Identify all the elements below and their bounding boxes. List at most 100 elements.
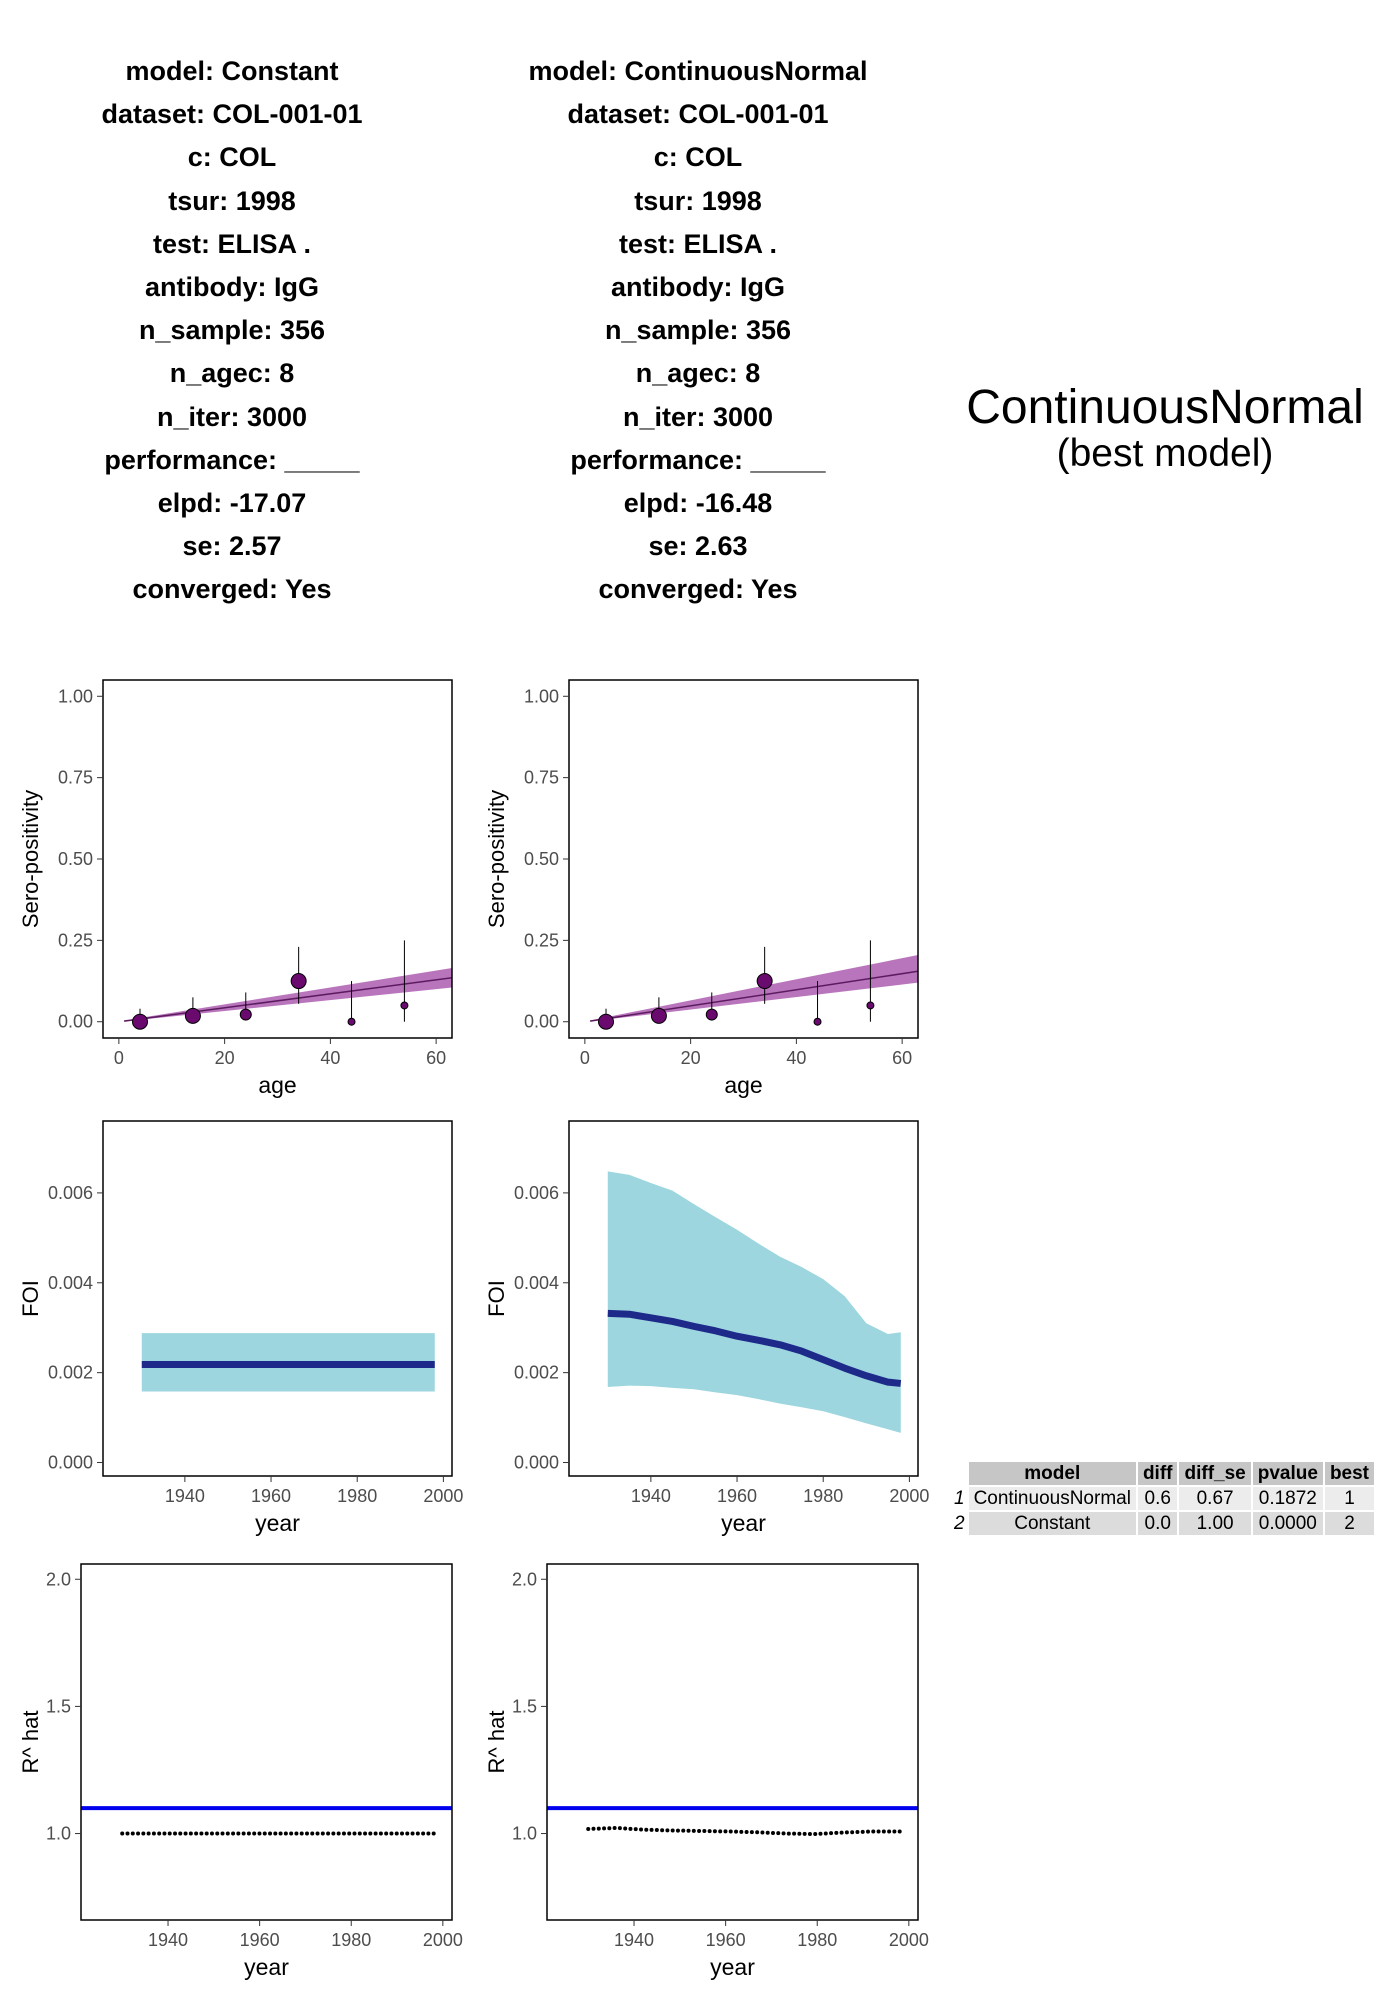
rhat-point: [760, 1830, 765, 1835]
rhat-point: [352, 1831, 357, 1836]
rhat-point: [749, 1830, 754, 1835]
rhat-point: [591, 1826, 596, 1831]
data-point: [400, 1001, 409, 1010]
info-line: elpd: -17.07: [157, 487, 307, 518]
rhat-point: [702, 1829, 707, 1834]
x-tick-label: 2000: [889, 1486, 929, 1506]
data-point: [598, 1013, 615, 1030]
y-tick-label: 0.50: [524, 849, 559, 869]
chart-sero-positivity-continuousnormal: 0.00 0.25 0.50 0.75 1.00 0 20 40 60 age Sero-posit…: [484, 679, 919, 1098]
rhat-point: [125, 1831, 130, 1836]
x-tick-label: 20: [681, 1048, 701, 1068]
x-tick-label: 1940: [614, 1930, 654, 1950]
y-tick-label: 0.006: [48, 1183, 93, 1203]
rhat-point: [654, 1828, 659, 1833]
info-line: antibody: IgG: [611, 271, 785, 302]
rhat-point: [887, 1829, 892, 1834]
chart-foi-continuousnormal: 0.000 0.002 0.004 0.006 1940 1960 1980 2000 year…: [484, 1120, 929, 1536]
info-line: n_iter: 3000: [156, 401, 308, 432]
fit-line: [590, 970, 918, 1022]
rhat-point: [665, 1828, 670, 1833]
rhat-point: [807, 1831, 812, 1836]
rhat-point: [823, 1831, 828, 1836]
x-tick-label: 1980: [803, 1486, 843, 1506]
rhat-point: [326, 1831, 331, 1836]
y-tick-label: 1.5: [46, 1696, 71, 1716]
rhat-point: [739, 1829, 744, 1834]
y-tick-label: 1.0: [46, 1824, 71, 1844]
best-model-subtitle: (best model): [1056, 432, 1274, 475]
info-line: antibody: IgG: [145, 271, 319, 302]
rhat-point: [897, 1829, 902, 1834]
x-tick-label: 40: [786, 1048, 806, 1068]
y-tick-label: 1.00: [524, 686, 559, 706]
rhat-point: [628, 1826, 633, 1831]
info-line: n_agec: 8: [635, 358, 761, 389]
rhat-point: [363, 1831, 368, 1836]
x-tick-label: 20: [215, 1048, 235, 1068]
rhat-point: [167, 1831, 172, 1836]
y-axis-title: Sero-positivity: [484, 790, 509, 928]
x-axis-title: age: [258, 1072, 296, 1098]
rhat-point: [294, 1831, 299, 1836]
rhat-point: [431, 1831, 436, 1836]
rhat-point: [225, 1831, 230, 1836]
rhat-point: [215, 1831, 220, 1836]
rhat-point: [415, 1831, 420, 1836]
model-info-constant: model: Constant dataset: COL-001-01 c: COL…: [52, 50, 412, 611]
x-tick-label: 0: [114, 1048, 124, 1068]
rhat-point: [278, 1831, 283, 1836]
rhat-point: [194, 1831, 199, 1836]
rhat-point: [389, 1831, 394, 1836]
table-cell: ContinuousNormal: [968, 1487, 1136, 1510]
y-tick-label: 0.004: [48, 1273, 93, 1293]
x-axis-title: year: [244, 1954, 289, 1980]
info-line: performance: _____: [104, 444, 360, 475]
data-point: [813, 1017, 822, 1026]
info-line: dataset: COL-001-01: [567, 99, 829, 130]
x-tick-label: 1940: [631, 1486, 671, 1506]
y-tick-label: 2.0: [512, 1569, 537, 1589]
data-point: [184, 1007, 201, 1024]
chart-r--hat-constant: 1.0 1.5 2.0 1940 1960 1980 2000 year R^ hat: [18, 1563, 463, 1980]
rhat-point: [612, 1826, 617, 1831]
info-line: tsur: 1998: [634, 185, 762, 216]
y-tick-label: 0.75: [58, 768, 93, 788]
rhat-point: [881, 1829, 886, 1834]
rhat-point: [178, 1831, 183, 1836]
rhat-point: [209, 1831, 214, 1836]
table-row: 2 Constant 0.0 1.00 0.0000 2: [954, 1512, 1375, 1535]
table-cell: 1.00: [1179, 1512, 1251, 1535]
best-model-label: ContinuousNormal (best model): [935, 383, 1395, 475]
y-axis-title: FOI: [18, 1280, 43, 1317]
rhat-point: [231, 1831, 236, 1836]
rhat-point: [797, 1831, 802, 1836]
rhat-point: [289, 1831, 294, 1836]
best-model-name: ContinuousNormal: [966, 381, 1364, 434]
rhat-point: [770, 1830, 775, 1835]
info-line: model: Constant: [125, 56, 339, 86]
y-axis-title: R^ hat: [18, 1711, 43, 1774]
rhat-point: [697, 1828, 702, 1833]
data-point: [132, 1013, 149, 1030]
info-line: se: 2.57: [182, 531, 282, 562]
rhat-point: [755, 1830, 760, 1835]
x-tick-label: 1960: [717, 1486, 757, 1506]
rhat-point: [146, 1831, 151, 1836]
rhat-point: [871, 1829, 876, 1834]
info-line: converged: Yes: [598, 574, 798, 605]
rhat-point: [262, 1831, 267, 1836]
data-point: [756, 973, 773, 990]
x-tick-label: 2000: [889, 1930, 929, 1950]
fit-band: [590, 955, 918, 1022]
x-tick-label: 1960: [240, 1930, 280, 1950]
x-tick-label: 1940: [148, 1930, 188, 1950]
rhat-point: [347, 1831, 352, 1836]
rhat-point: [839, 1830, 844, 1835]
rhat-point: [373, 1831, 378, 1836]
rhat-point: [315, 1831, 320, 1836]
info-line: performance: _____: [570, 444, 826, 475]
info-line: se: 2.63: [648, 531, 748, 562]
chart-sero-positivity-constant: 0.00 0.25 0.50 0.75 1.00 0 20 40 60 age Sero-posit…: [18, 679, 453, 1098]
rhat-point: [320, 1831, 325, 1836]
